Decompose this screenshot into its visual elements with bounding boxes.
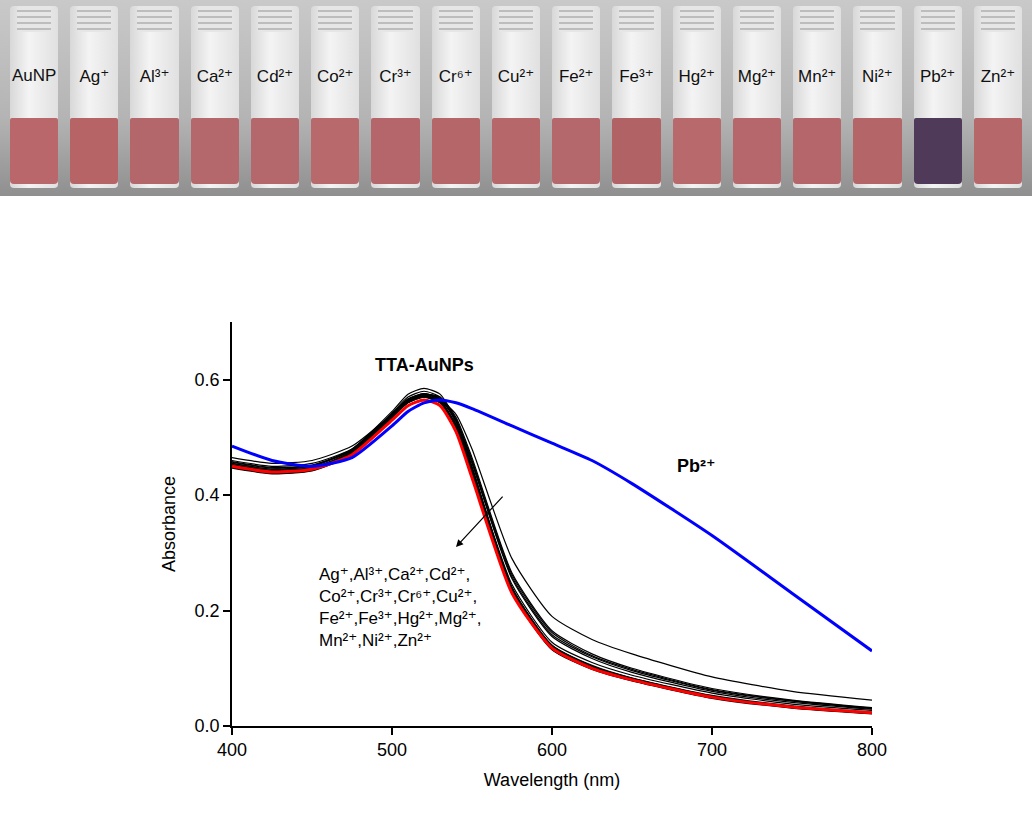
html-text:Fe³⁺: Fe³⁺ bbox=[619, 67, 654, 86]
html-text:Cd²⁺: Cd²⁺ bbox=[256, 67, 294, 86]
svg-text:Wavelength (nm): Wavelength (nm) bbox=[484, 770, 620, 790]
svg-text:0.2: 0.2 bbox=[195, 601, 220, 621]
html-text:Ag⁺: Ag⁺ bbox=[79, 67, 110, 86]
html-text:Fe²⁺: Fe²⁺ bbox=[559, 67, 594, 86]
svg-text:600: 600 bbox=[537, 740, 567, 760]
svg-text:TTA-AuNPs: TTA-AuNPs bbox=[375, 355, 474, 375]
svg-text:Ag⁺,Al³⁺,Ca²⁺,Cd²⁺,Co²⁺,Cr³⁺,C: Ag⁺,Al³⁺,Ca²⁺,Cd²⁺,Co²⁺,Cr³⁺,Cr⁶⁺,Cu²⁺,F… bbox=[319, 565, 481, 650]
html-text:Cu²⁺: Cu²⁺ bbox=[497, 67, 535, 86]
html-text:Pb²⁺: Pb²⁺ bbox=[919, 67, 956, 86]
svg-text:800: 800 bbox=[857, 740, 887, 760]
html-text:Co²⁺: Co²⁺ bbox=[317, 67, 354, 86]
svg-text:0.6: 0.6 bbox=[195, 370, 220, 390]
html-text:Zn²⁺: Zn²⁺ bbox=[980, 67, 1016, 86]
svg-text:0.0: 0.0 bbox=[195, 716, 220, 736]
svg-text:Pb²⁺: Pb²⁺ bbox=[677, 456, 716, 476]
svg-text:700: 700 bbox=[697, 740, 727, 760]
html-text:Ca²⁺: Ca²⁺ bbox=[196, 67, 233, 86]
html-text:Mn²⁺: Mn²⁺ bbox=[798, 67, 837, 86]
html-text:Mg²⁺: Mg²⁺ bbox=[737, 67, 776, 86]
svg-text:500: 500 bbox=[377, 740, 407, 760]
html-text:Cr³⁺: Cr³⁺ bbox=[379, 67, 412, 86]
svg-text:400: 400 bbox=[217, 740, 247, 760]
html-text:Cr⁶⁺: Cr⁶⁺ bbox=[438, 67, 473, 86]
html-text:AuNP: AuNP bbox=[11, 66, 57, 85]
svg-text:0.4: 0.4 bbox=[195, 485, 220, 505]
svg-text:Absorbance: Absorbance bbox=[159, 476, 179, 572]
html-text:Ni²⁺: Ni²⁺ bbox=[862, 67, 893, 86]
html-text:Hg²⁺: Hg²⁺ bbox=[678, 67, 715, 86]
html-text:Al³⁺: Al³⁺ bbox=[139, 67, 170, 86]
